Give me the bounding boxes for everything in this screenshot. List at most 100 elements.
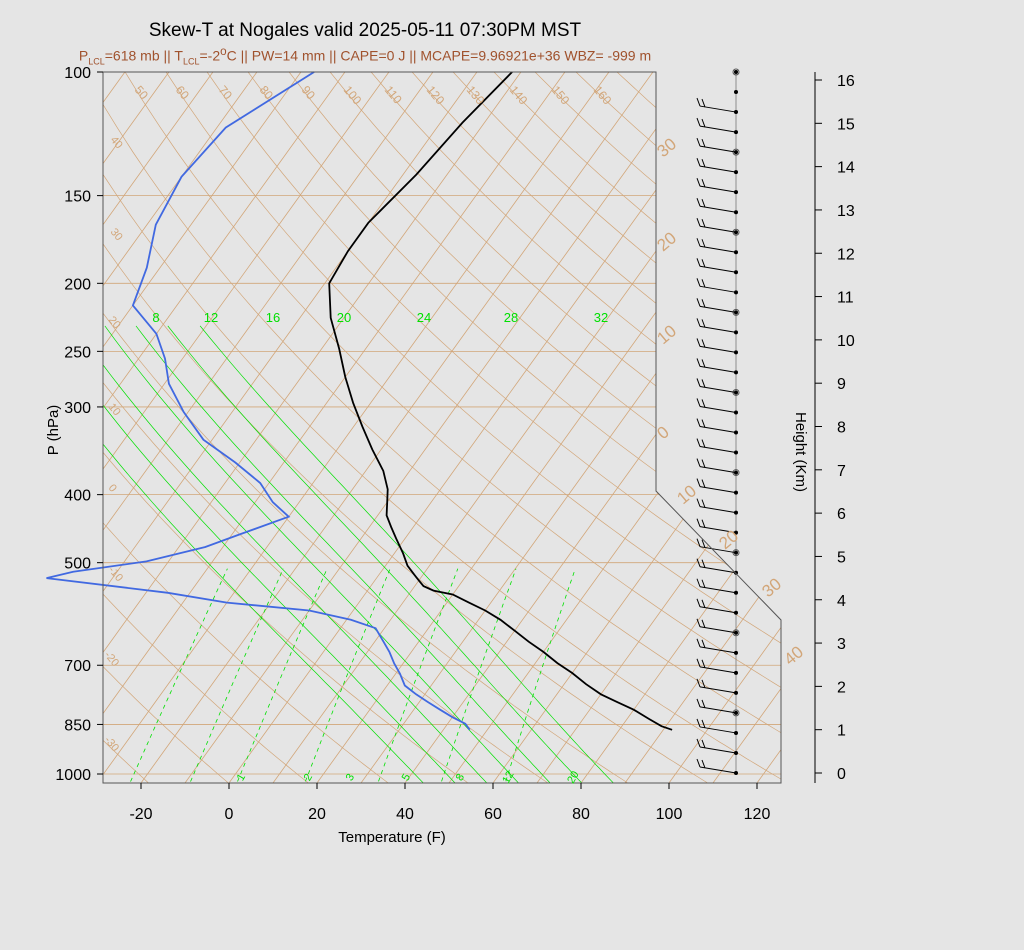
chart-title: Skew-T at Nogales valid 2025-05-11 07:30… — [148, 20, 582, 41]
wind-barb — [699, 686, 737, 694]
wind-barb — [699, 706, 737, 714]
height-tick-label: 5 — [837, 549, 846, 566]
wind-barb — [699, 526, 737, 534]
mixing-ratio-bottom-label: 8 — [454, 772, 467, 783]
dry-adiabat — [329, 72, 781, 783]
dry-adiabat — [534, 72, 781, 783]
wind-barb — [699, 405, 737, 413]
mixing-ratio-bottom-label: 5 — [400, 772, 413, 783]
wind-barb — [699, 305, 737, 313]
isotherm-line — [140, 72, 654, 783]
wind-barb-feather — [701, 399, 706, 408]
isotherm-right-label: 10 — [653, 321, 680, 348]
dry-adiabat — [452, 72, 781, 783]
isotherm-label: 50 — [132, 83, 152, 102]
wind-barb-feather — [696, 398, 701, 407]
dry-adiabat — [493, 72, 781, 783]
height-tick-label: 12 — [837, 246, 855, 263]
wind-barb-feather — [696, 678, 701, 688]
wind-barb-feather — [701, 279, 706, 288]
wind-barb-feather — [701, 539, 706, 548]
wind-barb-feather — [696, 458, 701, 467]
isotherm-line — [103, 72, 434, 783]
mixing-ratio-bottom-label: 2 — [302, 772, 315, 783]
wind-barb-feather — [701, 319, 706, 328]
isotherm-line — [103, 72, 610, 783]
wind-barb-feather — [696, 438, 701, 447]
wind-barb-feather — [696, 578, 701, 587]
wind-barb — [699, 766, 737, 774]
wind-barb — [699, 385, 737, 393]
wind-barb-feather — [696, 137, 701, 147]
isotherm-right-label: 30 — [653, 134, 680, 161]
wind-barb-feather — [701, 439, 706, 448]
wind-barb-feather — [696, 378, 701, 387]
wind-barb-feather — [701, 599, 706, 608]
wind-barb-feather — [701, 339, 706, 348]
wind-barb-feather — [701, 699, 706, 709]
wind-barb-feather — [696, 117, 701, 127]
isotherm-right-label: 40 — [780, 642, 807, 669]
x-axis-label: Temperature (F) — [338, 829, 446, 846]
height-tick-label: 8 — [837, 420, 846, 437]
isotherm-line — [103, 72, 390, 783]
isotherm-line — [580, 72, 781, 783]
moist-adiabat — [104, 325, 525, 783]
dry-adiabat-label: -30 — [102, 734, 121, 754]
dry-adiabat — [103, 72, 781, 783]
mixing-ratio-line — [187, 568, 284, 783]
isotherm-line — [845, 72, 1024, 783]
wind-barb-feather — [701, 759, 706, 769]
dry-adiabat-label: 30 — [108, 226, 125, 243]
wind-barb-feather — [696, 238, 701, 247]
wind-barb — [699, 105, 737, 113]
wind-barb-feather — [701, 519, 706, 528]
dry-adiabat — [103, 72, 397, 783]
wind-barb-feather — [696, 278, 701, 287]
wind-barb-feather — [696, 658, 701, 668]
height-tick-label: 7 — [837, 463, 846, 480]
wind-barb-feather — [701, 98, 706, 108]
isotherm-line — [184, 72, 698, 783]
wind-barb — [699, 205, 737, 213]
isotherm-right-label: 30 — [758, 574, 785, 601]
wind-level-dot — [734, 90, 738, 95]
y-tick-label: 850 — [64, 717, 91, 734]
wind-barb-feather — [701, 719, 706, 729]
moist-adiabat — [199, 325, 620, 783]
wind-barb-feather — [696, 558, 701, 567]
height-tick-label: 14 — [837, 160, 855, 177]
dry-adiabat — [288, 72, 781, 783]
wind-barb-feather — [696, 738, 701, 748]
height-tick-label: 4 — [837, 593, 846, 610]
y-tick-label: 300 — [64, 400, 91, 417]
moist-adiabat — [167, 325, 588, 783]
wind-barb — [699, 566, 737, 574]
wind-barb — [699, 225, 737, 233]
height-axis-label: Height (Km) — [792, 412, 809, 492]
moist-adiabat — [103, 325, 461, 783]
wind-barb-feather — [701, 639, 706, 649]
isotherm-line — [103, 72, 566, 783]
x-tick-label: 20 — [308, 806, 326, 823]
isotherm-label: 110 — [382, 83, 405, 107]
wind-barb — [699, 345, 737, 353]
dry-adiabat — [411, 72, 781, 783]
wind-barb-feather — [701, 499, 706, 508]
mixing-ratio-line — [375, 568, 459, 783]
isotherm-label: 150 — [549, 83, 573, 108]
moist-adiabat — [135, 325, 556, 783]
height-tick-label: 2 — [837, 679, 846, 696]
wind-barb-feather — [701, 579, 706, 588]
x-tick-label: 60 — [484, 806, 502, 823]
mixing-ratio-bottom-label: 12 — [500, 769, 517, 786]
mixing-ratio-line — [503, 568, 576, 783]
wind-barb-feather — [696, 718, 701, 728]
wind-barb-feather — [696, 598, 701, 607]
isotherm-line — [536, 72, 781, 783]
mixing-ratio-label: 28 — [504, 310, 518, 325]
isotherm-line — [360, 72, 781, 783]
isotherm-label: 90 — [299, 83, 319, 102]
x-tick-label: 120 — [744, 806, 771, 823]
